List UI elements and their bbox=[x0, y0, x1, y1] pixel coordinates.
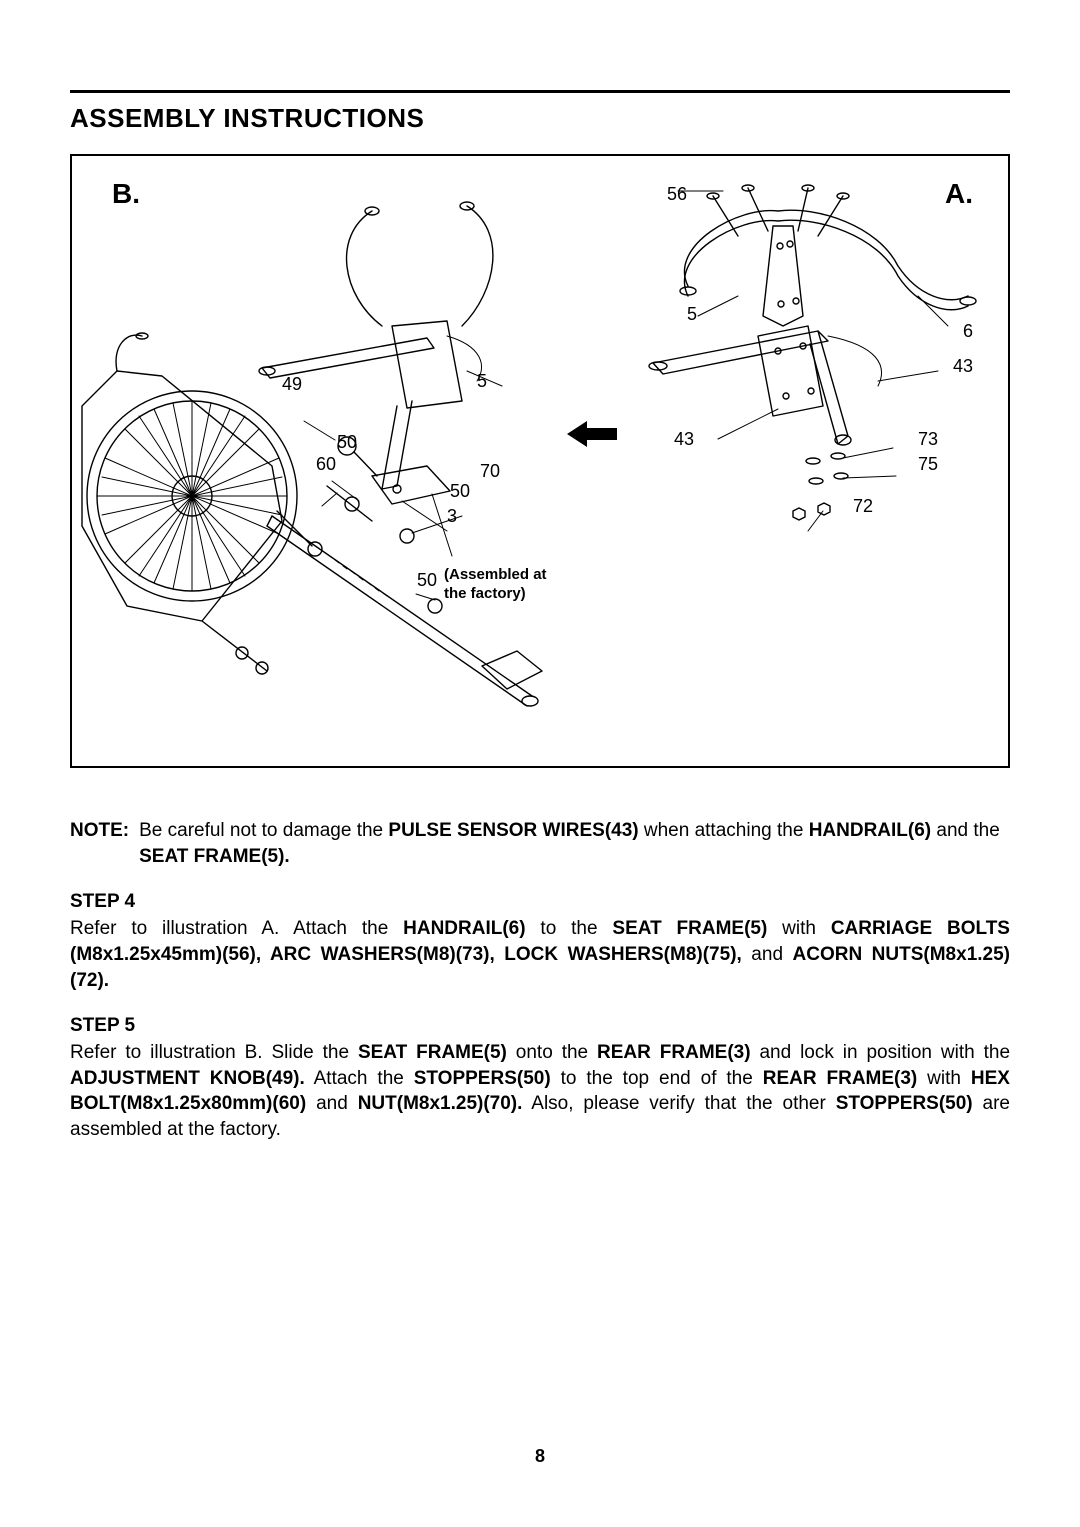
page-title: ASSEMBLY INSTRUCTIONS bbox=[70, 103, 1010, 134]
step5-body: Refer to illustration B. Slide the SEAT … bbox=[70, 1040, 1010, 1143]
callout-50-b: 50 bbox=[450, 481, 470, 502]
callout-5-b: 5 bbox=[477, 371, 487, 392]
callout-56: 56 bbox=[667, 184, 687, 205]
callout-60: 60 bbox=[316, 454, 336, 475]
step4-body: Refer to illustration A. Attach the HAND… bbox=[70, 916, 1010, 993]
callout-6: 6 bbox=[963, 321, 973, 342]
step4-heading: STEP 4 bbox=[70, 891, 1010, 913]
callout-50-a: 50 bbox=[337, 432, 357, 453]
note-text-1: Be careful not to damage the bbox=[139, 820, 388, 841]
assembled-note-line2: the factory) bbox=[444, 585, 526, 602]
illustration-box: B. A. bbox=[70, 154, 1010, 768]
s5t5: to the top end of the bbox=[551, 1068, 763, 1089]
note-text-3: and the bbox=[931, 820, 1000, 841]
s5b3: ADJUSTMENT KNOB(49). bbox=[70, 1068, 305, 1089]
s4b2: SEAT FRAME(5) bbox=[612, 918, 767, 939]
page-number: 8 bbox=[0, 1446, 1080, 1467]
note-text: Be careful not to damage the PULSE SENSO… bbox=[139, 818, 1010, 869]
s4t3: with bbox=[767, 918, 831, 939]
s5b1: SEAT FRAME(5) bbox=[358, 1042, 507, 1063]
callout-3: 3 bbox=[447, 506, 457, 527]
page: ASSEMBLY INSTRUCTIONS B. A. bbox=[0, 0, 1080, 1527]
callout-50-c: 50 bbox=[417, 570, 437, 591]
note-block: NOTE: Be careful not to damage the PULSE… bbox=[70, 818, 1010, 869]
s5t1: Refer to illustration B. Slide the bbox=[70, 1042, 358, 1063]
callout-43-a: 43 bbox=[953, 356, 973, 377]
s5b4: STOPPERS(50) bbox=[414, 1068, 551, 1089]
s5t6: with bbox=[917, 1068, 971, 1089]
s4b1: HANDRAIL(6) bbox=[403, 918, 525, 939]
note-bold-2: HANDRAIL(6) bbox=[809, 820, 931, 841]
s5t2: onto the bbox=[507, 1042, 597, 1063]
assembled-note-line1: (Assembled at bbox=[444, 566, 547, 583]
s5b8: STOPPERS(50) bbox=[836, 1093, 973, 1114]
s4t1: Refer to illustration A. Attach the bbox=[70, 918, 403, 939]
s5t3: and lock in position with the bbox=[751, 1042, 1010, 1063]
s5t4: Attach the bbox=[305, 1068, 414, 1089]
callout-5-a: 5 bbox=[687, 304, 697, 325]
callout-73: 73 bbox=[918, 429, 938, 450]
s4t4: and bbox=[742, 944, 793, 965]
note-label: NOTE: bbox=[70, 818, 129, 869]
note-text-2: when attaching the bbox=[639, 820, 809, 841]
callout-43-b: 43 bbox=[674, 429, 694, 450]
callout-72: 72 bbox=[853, 496, 873, 517]
s5t8: Also, please verify that the other bbox=[522, 1093, 835, 1114]
s5t7: and bbox=[306, 1093, 358, 1114]
s5b5: REAR FRAME(3) bbox=[763, 1068, 918, 1089]
s4t2: to the bbox=[526, 918, 613, 939]
callout-49: 49 bbox=[282, 374, 302, 395]
s5b7: NUT(M8x1.25)(70). bbox=[358, 1093, 523, 1114]
s5b2: REAR FRAME(3) bbox=[597, 1042, 751, 1063]
note-bold-1: PULSE SENSOR WIRES(43) bbox=[388, 820, 638, 841]
callout-75: 75 bbox=[918, 454, 938, 475]
note-bold-3: SEAT FRAME(5). bbox=[139, 846, 290, 867]
callout-70: 70 bbox=[480, 461, 500, 482]
step5-heading: STEP 5 bbox=[70, 1015, 1010, 1037]
illustration-a bbox=[618, 176, 988, 566]
divider-top bbox=[70, 90, 1010, 93]
assembled-note: (Assembled at the factory) bbox=[444, 566, 547, 604]
